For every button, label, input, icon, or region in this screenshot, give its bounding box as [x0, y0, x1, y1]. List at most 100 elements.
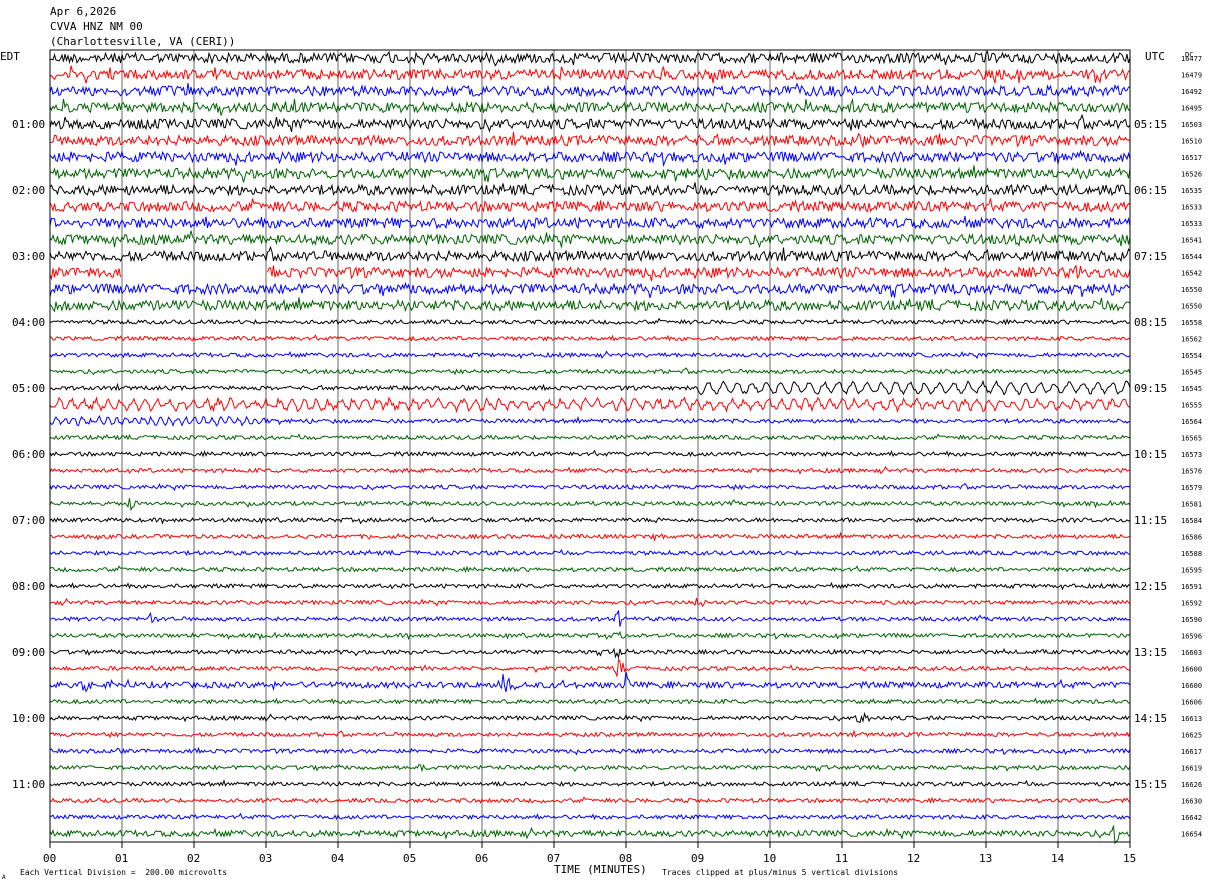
- utc-hour-label: 06:15: [1134, 184, 1167, 197]
- trace-line-3: [49, 82, 1131, 98]
- x-tick-label: 09: [691, 852, 704, 865]
- dc-offset-label: 16558: [1181, 319, 1202, 327]
- x-tick-label: 01: [115, 852, 128, 865]
- x-tick-label: 07: [547, 852, 560, 865]
- dc-column-label: DC: [1185, 51, 1193, 59]
- edt-hour-label: 11:00: [12, 778, 45, 791]
- dc-offset-label: 16555: [1181, 402, 1202, 410]
- utc-hour-label: 08:15: [1134, 316, 1167, 329]
- dc-offset-label: 16503: [1181, 121, 1202, 129]
- trace-line-21: [49, 379, 1131, 396]
- edt-hour-label: 01:00: [12, 118, 45, 131]
- trace-line-46: [49, 796, 1131, 804]
- trace-line-44: [49, 763, 1131, 773]
- corner-mark: A: [2, 874, 6, 881]
- clip-note: Traces clipped at plus/minus 5 vertical …: [662, 868, 898, 877]
- trace-line-42: [49, 729, 1131, 739]
- trace-line-19: [49, 350, 1131, 360]
- trace-line-8: [49, 165, 1131, 183]
- trace-line-38: [49, 658, 1131, 677]
- station-code: CVVA HNZ NM 00: [50, 20, 143, 33]
- plot-header: Apr 6,2026 CVVA HNZ NM 00 (Charlottesvil…: [50, 4, 235, 49]
- trace-line-11: [49, 215, 1131, 231]
- vertical-scale-note: Each Vertical Division = 200.00 microvol…: [20, 868, 227, 877]
- dc-offset-label: 16535: [1181, 187, 1202, 195]
- trace-line-45: [49, 779, 1131, 788]
- trace-line-10: [49, 198, 1131, 214]
- axis-labels: 00 01 02 03 04 05 06 07 08 09 10 11 12 13 14 15 16477 164…: [12, 55, 1202, 865]
- utc-hour-label: 10:15: [1134, 448, 1167, 461]
- dc-offset-label: 16541: [1181, 237, 1202, 245]
- dc-offset-label: 16510: [1181, 138, 1202, 146]
- trace-line-28: [49, 498, 1131, 512]
- trace-line-25: [49, 449, 1131, 458]
- trace-line-2: [49, 65, 1131, 84]
- trace-line-18: [49, 334, 1131, 342]
- utc-hour-label: 12:15: [1134, 580, 1167, 593]
- x-axis-title: TIME (MINUTES): [554, 863, 647, 876]
- dc-offset-label: 16550: [1181, 286, 1202, 294]
- trace-line-16: [49, 297, 1131, 313]
- edt-hour-label: 07:00: [12, 514, 45, 527]
- dc-offset-label: 16586: [1181, 534, 1202, 542]
- trace-line-27: [49, 482, 1131, 492]
- plot-date: Apr 6,2026: [50, 5, 117, 18]
- trace-line-4: [49, 97, 1131, 116]
- trace-line-7: [49, 149, 1131, 168]
- x-tick-label: 08: [619, 852, 632, 865]
- dc-offset-label: 16576: [1181, 468, 1202, 476]
- dc-offset-label: 16573: [1181, 451, 1202, 459]
- utc-hour-label: 14:15: [1134, 712, 1167, 725]
- utc-hour-label: 13:15: [1134, 646, 1167, 659]
- dc-offset-label: 16626: [1181, 781, 1202, 789]
- minute-gridlines: [49, 50, 1131, 848]
- edt-hour-label: 06:00: [12, 448, 45, 461]
- trace-line-40: [49, 697, 1131, 705]
- trace-line-20: [49, 367, 1131, 376]
- dc-offset-label: 16591: [1181, 583, 1202, 591]
- station-location: (Charlottesville, VA (CERI)): [50, 35, 236, 48]
- trace-line-9: [49, 182, 1131, 197]
- trace-line-13: [49, 245, 1131, 263]
- trace-line-30: [49, 531, 1131, 541]
- dc-offset-label: 16642: [1181, 814, 1202, 822]
- trace-line-23: [49, 414, 1131, 427]
- trace-line-22: [49, 396, 1131, 414]
- dc-offset-label: 16584: [1181, 517, 1202, 525]
- trace-line-1: [49, 50, 1131, 67]
- dc-offset-label: 16579: [1181, 484, 1202, 492]
- trace-line-24: [49, 433, 1131, 441]
- dc-offset-label: 16600: [1181, 682, 1202, 690]
- dc-offset-label: 16595: [1181, 567, 1202, 575]
- dc-offset-label: 16550: [1181, 303, 1202, 311]
- dc-offset-label: 16654: [1181, 831, 1202, 839]
- trace-line-43: [49, 746, 1131, 756]
- dc-offset-label: 16564: [1181, 418, 1202, 426]
- dc-offset-label: 16544: [1181, 253, 1202, 261]
- dc-offset-label: 16603: [1181, 649, 1202, 657]
- x-tick-label: 03: [259, 852, 272, 865]
- trace-line-33: [49, 581, 1131, 591]
- utc-hour-label: 11:15: [1134, 514, 1167, 527]
- edt-axis-label: EDT: [0, 50, 20, 63]
- dc-offset-label: 16600: [1181, 666, 1202, 674]
- trace-line-41: [49, 711, 1131, 724]
- dc-offset-label: 16526: [1181, 171, 1202, 179]
- dc-offset-label: 16479: [1181, 72, 1202, 80]
- plot-frame: [49, 49, 1131, 843]
- trace-line-26: [49, 466, 1131, 475]
- trace-line-15: [49, 281, 1131, 299]
- dc-offset-label: 16630: [1181, 798, 1202, 806]
- x-tick-label: 10: [763, 852, 776, 865]
- trace-line-17: [49, 317, 1131, 326]
- dc-offset-label: 16533: [1181, 220, 1202, 228]
- x-tick-label: 04: [331, 852, 345, 865]
- dc-offset-label: 16554: [1181, 352, 1202, 360]
- trace-line-32: [49, 565, 1131, 573]
- dc-offset-label: 16613: [1181, 715, 1202, 723]
- trace-line-31: [49, 548, 1131, 557]
- dc-offset-label: 16625: [1181, 732, 1202, 740]
- trace-line-5: [49, 113, 1131, 133]
- trace-line-39: [49, 671, 1131, 693]
